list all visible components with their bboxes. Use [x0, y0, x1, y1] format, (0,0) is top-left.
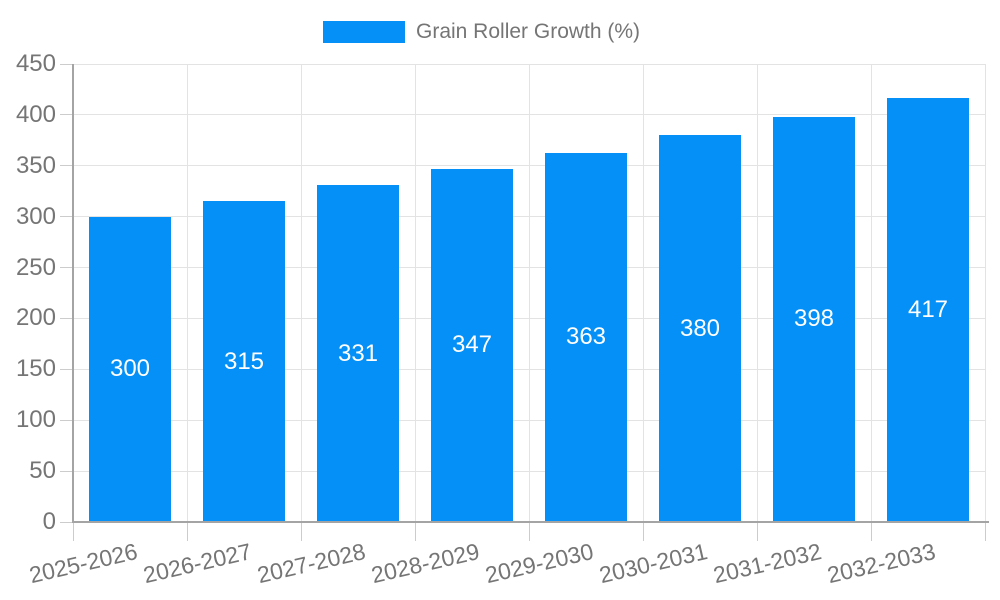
y-tick-label: 250	[15, 253, 56, 281]
bar[interactable]	[431, 168, 513, 522]
y-tick-mark	[60, 165, 73, 167]
x-grid-line	[642, 64, 644, 522]
bar-value-label: 347	[451, 331, 493, 359]
bar[interactable]	[773, 116, 855, 522]
y-tick-label: 0	[42, 508, 56, 535]
y-tick-label: 150	[15, 355, 56, 383]
bar[interactable]	[659, 135, 741, 522]
x-tick-mark	[72, 522, 74, 541]
bar-value-label: 363	[565, 323, 607, 351]
y-tick-mark	[60, 114, 73, 116]
y-tick-label: 100	[15, 406, 56, 434]
x-grid-line	[756, 64, 758, 522]
y-tick-label: 450	[15, 50, 56, 77]
y-tick-mark	[60, 216, 73, 218]
y-tick-label: 200	[15, 304, 56, 332]
x-grid-line	[414, 64, 416, 522]
y-tick-mark	[60, 368, 73, 370]
y-tick-label: 300	[15, 202, 56, 230]
y-tick-mark	[60, 267, 73, 269]
x-tick-mark	[984, 522, 986, 541]
x-axis-line	[72, 521, 989, 523]
x-grid-line	[528, 64, 530, 522]
y-tick-label: 350	[15, 151, 56, 179]
y-axis-line	[72, 64, 74, 522]
legend-swatch	[323, 21, 405, 43]
y-tick-mark	[60, 317, 73, 319]
x-grid-line	[186, 64, 188, 522]
y-tick-mark	[60, 63, 73, 65]
y-tick-label: 50	[29, 457, 56, 485]
bar[interactable]	[89, 216, 171, 522]
x-tick-mark	[756, 522, 758, 541]
x-grid-line	[300, 64, 302, 522]
bar-value-label: 300	[109, 355, 151, 383]
bar-value-label: 398	[793, 305, 835, 333]
y-tick-mark	[60, 470, 73, 472]
x-tick-mark	[186, 522, 188, 541]
x-grid-line	[870, 64, 872, 522]
bar[interactable]	[887, 97, 969, 522]
bar-value-label: 331	[337, 339, 379, 367]
legend-label: Grain Roller Growth (%)	[416, 20, 641, 43]
x-tick-mark	[870, 522, 872, 541]
x-grid-line	[984, 64, 986, 522]
bar-value-label: 417	[907, 295, 949, 323]
x-tick-mark	[414, 522, 416, 541]
bar[interactable]	[545, 152, 627, 522]
y-tick-label: 400	[15, 100, 56, 128]
x-tick-mark	[528, 522, 530, 541]
bar-value-label: 380	[679, 314, 721, 342]
bar-value-label: 315	[223, 347, 265, 375]
x-tick-mark	[642, 522, 644, 541]
x-tick-mark	[300, 522, 302, 541]
y-tick-mark	[60, 521, 73, 523]
bar[interactable]	[317, 185, 399, 522]
bar[interactable]	[203, 201, 285, 522]
y-tick-mark	[60, 419, 73, 421]
